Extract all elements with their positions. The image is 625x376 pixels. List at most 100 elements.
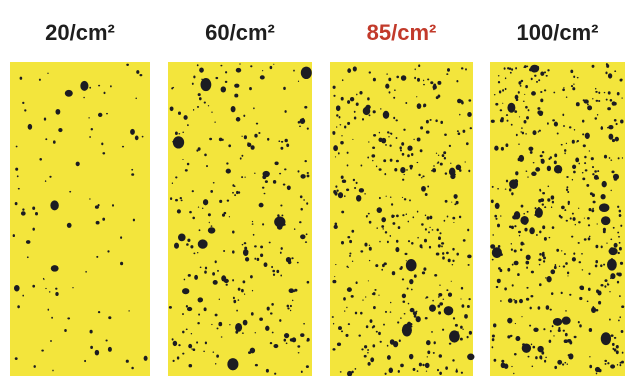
droplet [416,316,421,322]
droplet [428,231,430,233]
droplet [554,170,555,172]
droplet [539,253,542,256]
droplet [373,78,376,82]
droplet [233,297,235,300]
droplet [526,171,528,172]
droplet [346,266,348,268]
droplet [219,138,223,142]
droplet [64,329,67,332]
droplet [263,171,270,177]
droplet [619,316,621,318]
droplet [414,274,417,277]
droplet [49,176,51,178]
droplet [506,114,508,116]
droplet [370,319,373,323]
droplet [380,341,382,343]
droplet [21,211,26,215]
droplet [592,307,594,310]
droplet [426,296,429,298]
droplet [505,88,507,90]
droplet [273,344,278,348]
droplet [533,162,535,163]
droplet [461,287,463,290]
droplet [108,316,111,319]
droplet [495,203,500,209]
droplet [611,258,613,260]
droplet [356,195,361,202]
droplet [432,229,434,231]
droplet [535,207,537,209]
droplet [432,300,434,302]
droplet [519,155,525,162]
droplet [131,169,133,171]
droplet [88,117,89,118]
droplet [540,99,543,103]
droplet [560,216,563,219]
droplet [96,221,100,225]
droplet [390,159,393,162]
droplet [612,343,615,346]
droplet [519,116,520,117]
droplet [203,351,205,352]
droplet [567,191,569,193]
droplet [89,136,91,138]
droplet [264,262,268,267]
droplet [243,115,245,117]
droplet [580,287,584,291]
droplet [335,156,336,157]
density-label: 100/cm² [517,20,599,45]
droplet [494,146,498,151]
droplet [89,87,91,89]
droplet [540,155,543,158]
droplet [347,68,351,73]
droplet [550,269,555,274]
droplet [251,312,254,316]
card [330,62,473,376]
droplet [85,271,86,273]
droplet [175,132,178,136]
droplet [373,110,376,113]
spray-card [490,62,625,376]
droplet [511,243,512,245]
droplet [572,213,574,215]
droplet [390,311,392,312]
droplet [549,237,551,238]
droplet [385,231,388,233]
droplet [527,176,528,177]
droplet [589,208,592,211]
droplet [440,163,443,166]
droplet [200,266,202,268]
droplet [617,206,619,208]
droplet [463,130,466,133]
droplet [613,174,619,180]
droplet [532,130,536,135]
droplet [190,245,193,248]
droplet [286,144,289,148]
droplet [284,110,286,113]
droplet [290,310,291,311]
droplet [592,65,595,68]
droplet [430,81,433,84]
droplet [601,246,603,249]
droplet [52,370,53,372]
droplet [390,196,391,197]
droplet [170,197,172,200]
droplet [257,258,260,261]
droplet [339,116,341,118]
droplet [184,279,186,281]
droplet [198,206,199,207]
droplet [450,163,451,164]
droplet [511,192,513,195]
droplet [529,227,535,234]
droplet [582,133,584,135]
droplet [349,240,352,243]
droplet [514,353,517,355]
droplet [385,311,387,313]
droplet [241,289,244,293]
droplet [215,260,217,263]
droplet [573,75,575,78]
droplet [55,292,58,296]
droplet [286,343,288,345]
droplet [507,318,512,324]
droplet [398,370,400,373]
